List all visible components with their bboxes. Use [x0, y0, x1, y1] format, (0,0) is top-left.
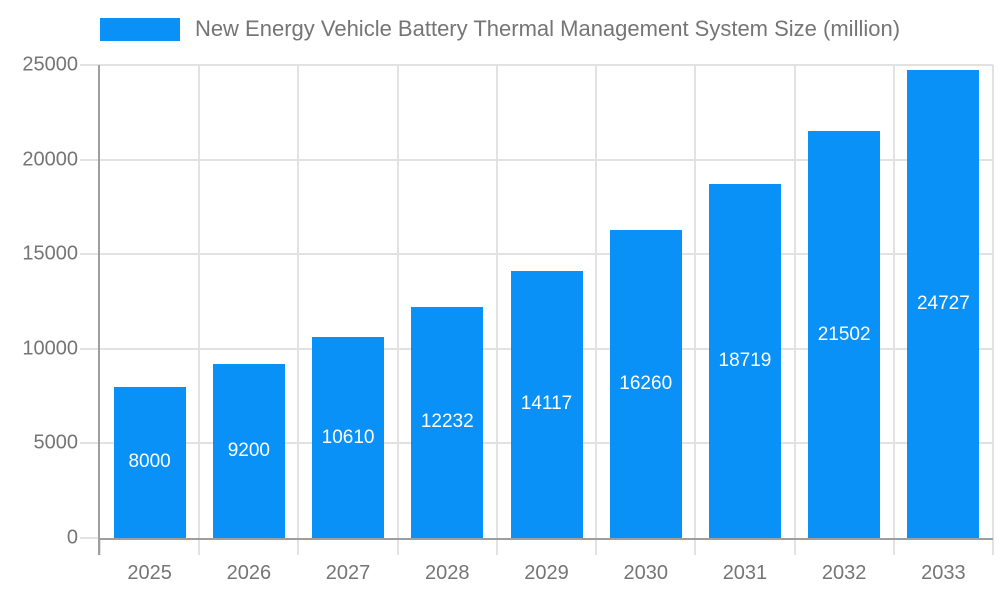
x-tick — [694, 538, 697, 555]
y-axis-label: 25000 — [22, 53, 78, 76]
y-tick — [80, 253, 100, 256]
x-tick — [297, 538, 300, 555]
y-gridline — [100, 64, 993, 66]
bar-value-label: 21502 — [817, 323, 871, 345]
legend-label: New Energy Vehicle Battery Thermal Manag… — [194, 16, 901, 41]
bar-2026[interactable] — [212, 363, 285, 538]
y-axis-line — [98, 65, 100, 555]
x-gridline — [396, 65, 399, 538]
bar-value-label: 24727 — [916, 293, 970, 315]
x-axis-label: 2027 — [325, 562, 371, 584]
x-tick — [793, 538, 796, 555]
y-axis-label: 15000 — [22, 242, 78, 265]
bar-2033[interactable] — [907, 70, 980, 538]
x-gridline — [892, 65, 895, 538]
x-axis-label: 2026 — [226, 562, 272, 584]
y-gridline — [100, 253, 993, 256]
bar-value-label: 8000 — [128, 451, 171, 473]
x-axis-line — [98, 538, 993, 540]
x-gridline — [495, 65, 498, 538]
y-tick — [80, 537, 100, 539]
y-tick — [80, 442, 100, 445]
legend[interactable]: New Energy Vehicle Battery Thermal Manag… — [0, 16, 1000, 42]
y-gridline — [100, 158, 993, 161]
y-axis-label: 10000 — [22, 337, 78, 360]
bar-value-label: 16260 — [619, 373, 673, 395]
x-axis-label: 2031 — [722, 562, 768, 584]
x-tick — [99, 538, 101, 555]
x-gridline — [694, 65, 697, 538]
bar-value-label: 18719 — [718, 349, 772, 371]
x-tick — [992, 538, 994, 555]
x-gridline — [992, 65, 994, 538]
bar-2031[interactable] — [708, 183, 781, 538]
bar-value-label: 12232 — [420, 411, 474, 433]
x-gridline — [297, 65, 300, 538]
bar-value-label: 9200 — [227, 439, 270, 461]
legend-swatch-icon — [99, 17, 180, 41]
y-tick — [80, 158, 100, 161]
x-axis-label: 2029 — [524, 562, 569, 584]
bar-value-label: 14117 — [520, 393, 573, 415]
bar-2032[interactable] — [808, 131, 881, 538]
bar-2027[interactable] — [312, 337, 385, 538]
x-gridline — [793, 65, 796, 538]
y-axis-label: 20000 — [22, 148, 78, 171]
y-axis-label: 5000 — [33, 431, 79, 454]
bar-value-label: 10610 — [321, 426, 375, 448]
bar-2030[interactable] — [609, 230, 682, 538]
y-tick — [80, 347, 100, 350]
x-tick — [892, 538, 895, 555]
y-tick — [80, 64, 100, 66]
x-axis-label: 2030 — [623, 562, 668, 584]
x-tick — [198, 538, 201, 555]
x-tick — [396, 538, 399, 555]
bar-2028[interactable] — [411, 306, 484, 538]
x-tick — [595, 538, 598, 555]
x-axis-label: 2032 — [821, 562, 867, 584]
x-gridline — [595, 65, 598, 538]
y-axis-label: 0 — [66, 526, 78, 549]
plot-area: 0 5000 10000 15000 20000 25000 8000 2025 9200 202… — [22, 54, 994, 584]
x-tick — [495, 538, 498, 555]
x-axis-label: 2028 — [425, 562, 470, 584]
bar-2029[interactable] — [510, 270, 583, 538]
x-gridline — [198, 65, 201, 538]
x-axis-label: 2033 — [921, 562, 966, 584]
x-axis-label: 2025 — [127, 562, 172, 584]
bar-2025[interactable] — [113, 386, 186, 538]
